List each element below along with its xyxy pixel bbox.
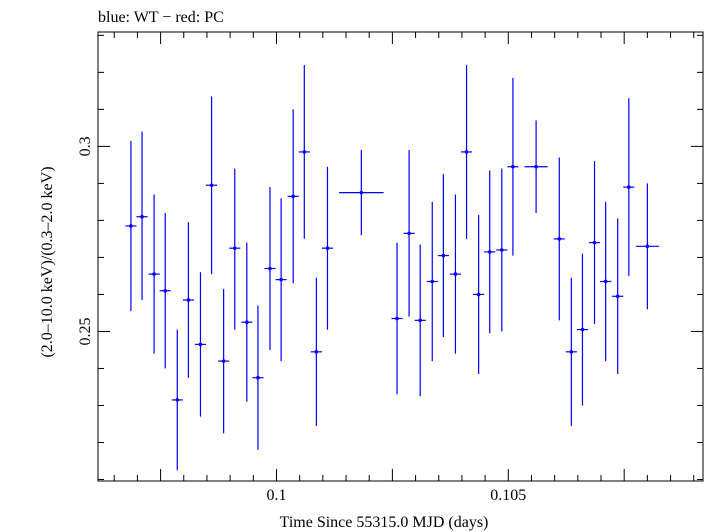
data-marker <box>359 190 364 195</box>
data-point <box>310 277 322 426</box>
data-point <box>623 98 635 276</box>
data-marker <box>418 318 423 323</box>
data-marker <box>476 292 481 297</box>
x-axis-label: Time Since 55315.0 MJD (days) <box>280 514 489 531</box>
data-marker <box>325 246 330 250</box>
data-marker <box>245 320 249 325</box>
data-marker <box>291 194 295 199</box>
data-point <box>287 109 299 284</box>
data-marker <box>627 185 631 189</box>
data-marker <box>487 250 492 254</box>
axis-ticks <box>98 32 703 481</box>
data-marker <box>569 350 574 354</box>
data-marker <box>198 342 203 347</box>
data-point <box>264 187 276 350</box>
data-point <box>484 170 496 334</box>
data-marker <box>232 246 237 250</box>
data-marker <box>557 237 562 241</box>
data-point <box>148 194 160 354</box>
data-marker <box>209 183 214 188</box>
data-point <box>229 168 241 330</box>
data-point <box>600 201 612 362</box>
data-point <box>635 183 659 310</box>
x-tick-label: 0.1 <box>266 487 286 504</box>
data-point <box>391 242 403 395</box>
data-marker <box>152 272 156 276</box>
data-point <box>426 201 438 362</box>
data-series-wt <box>125 64 659 471</box>
data-point <box>553 157 565 321</box>
data-marker <box>140 214 144 219</box>
data-marker <box>453 272 458 276</box>
data-marker <box>580 327 585 332</box>
data-point <box>449 194 461 354</box>
data-marker <box>615 294 620 299</box>
data-point <box>339 150 384 236</box>
data-marker <box>186 298 191 302</box>
data-point <box>473 214 485 375</box>
data-point <box>241 242 253 402</box>
data-point <box>524 120 548 214</box>
y-tick-label: 0.25 <box>77 317 94 345</box>
data-point <box>206 96 218 275</box>
data-point <box>125 140 137 312</box>
data-marker <box>511 164 515 169</box>
data-marker <box>268 266 272 271</box>
data-marker <box>314 350 319 354</box>
data-point <box>496 168 508 332</box>
data-point <box>194 272 207 417</box>
data-marker <box>534 164 538 169</box>
plot-frame <box>97 31 704 482</box>
data-marker <box>592 240 597 245</box>
data-marker <box>279 277 283 282</box>
data-marker <box>395 316 399 321</box>
data-marker <box>430 279 435 284</box>
data-point <box>252 305 264 450</box>
data-marker <box>441 253 446 258</box>
data-point <box>461 64 473 239</box>
data-marker <box>129 224 133 228</box>
data-point <box>403 150 415 317</box>
data-point <box>298 64 310 239</box>
data-point <box>182 222 194 378</box>
tick-labels: 0.1 0.105 0.25 0.3 <box>77 136 526 504</box>
data-point <box>171 329 183 471</box>
data-marker <box>464 150 469 154</box>
data-point <box>414 244 426 397</box>
data-marker <box>163 288 168 293</box>
data-point <box>136 131 148 300</box>
data-point <box>588 161 601 325</box>
data-marker <box>302 150 307 154</box>
x-tick-label: 0.105 <box>490 487 526 504</box>
y-tick-label: 0.3 <box>77 136 94 156</box>
data-marker <box>603 279 608 284</box>
data-point <box>576 253 589 406</box>
data-point <box>507 77 519 256</box>
data-point <box>275 198 287 362</box>
data-marker <box>221 359 226 363</box>
data-marker <box>256 375 260 380</box>
data-point <box>565 277 577 426</box>
data-point <box>159 213 171 369</box>
y-axis-label: (2.0–10.0 keV)/(0.3–2.0 keV) <box>39 166 56 357</box>
chart-title: blue: WT − red: PC <box>98 9 224 26</box>
data-marker <box>645 244 650 249</box>
data-point <box>321 166 334 330</box>
data-point <box>612 218 624 375</box>
data-marker <box>499 248 504 252</box>
data-point <box>218 288 230 434</box>
data-point <box>437 174 449 338</box>
data-marker <box>407 231 411 236</box>
data-marker <box>175 398 180 402</box>
